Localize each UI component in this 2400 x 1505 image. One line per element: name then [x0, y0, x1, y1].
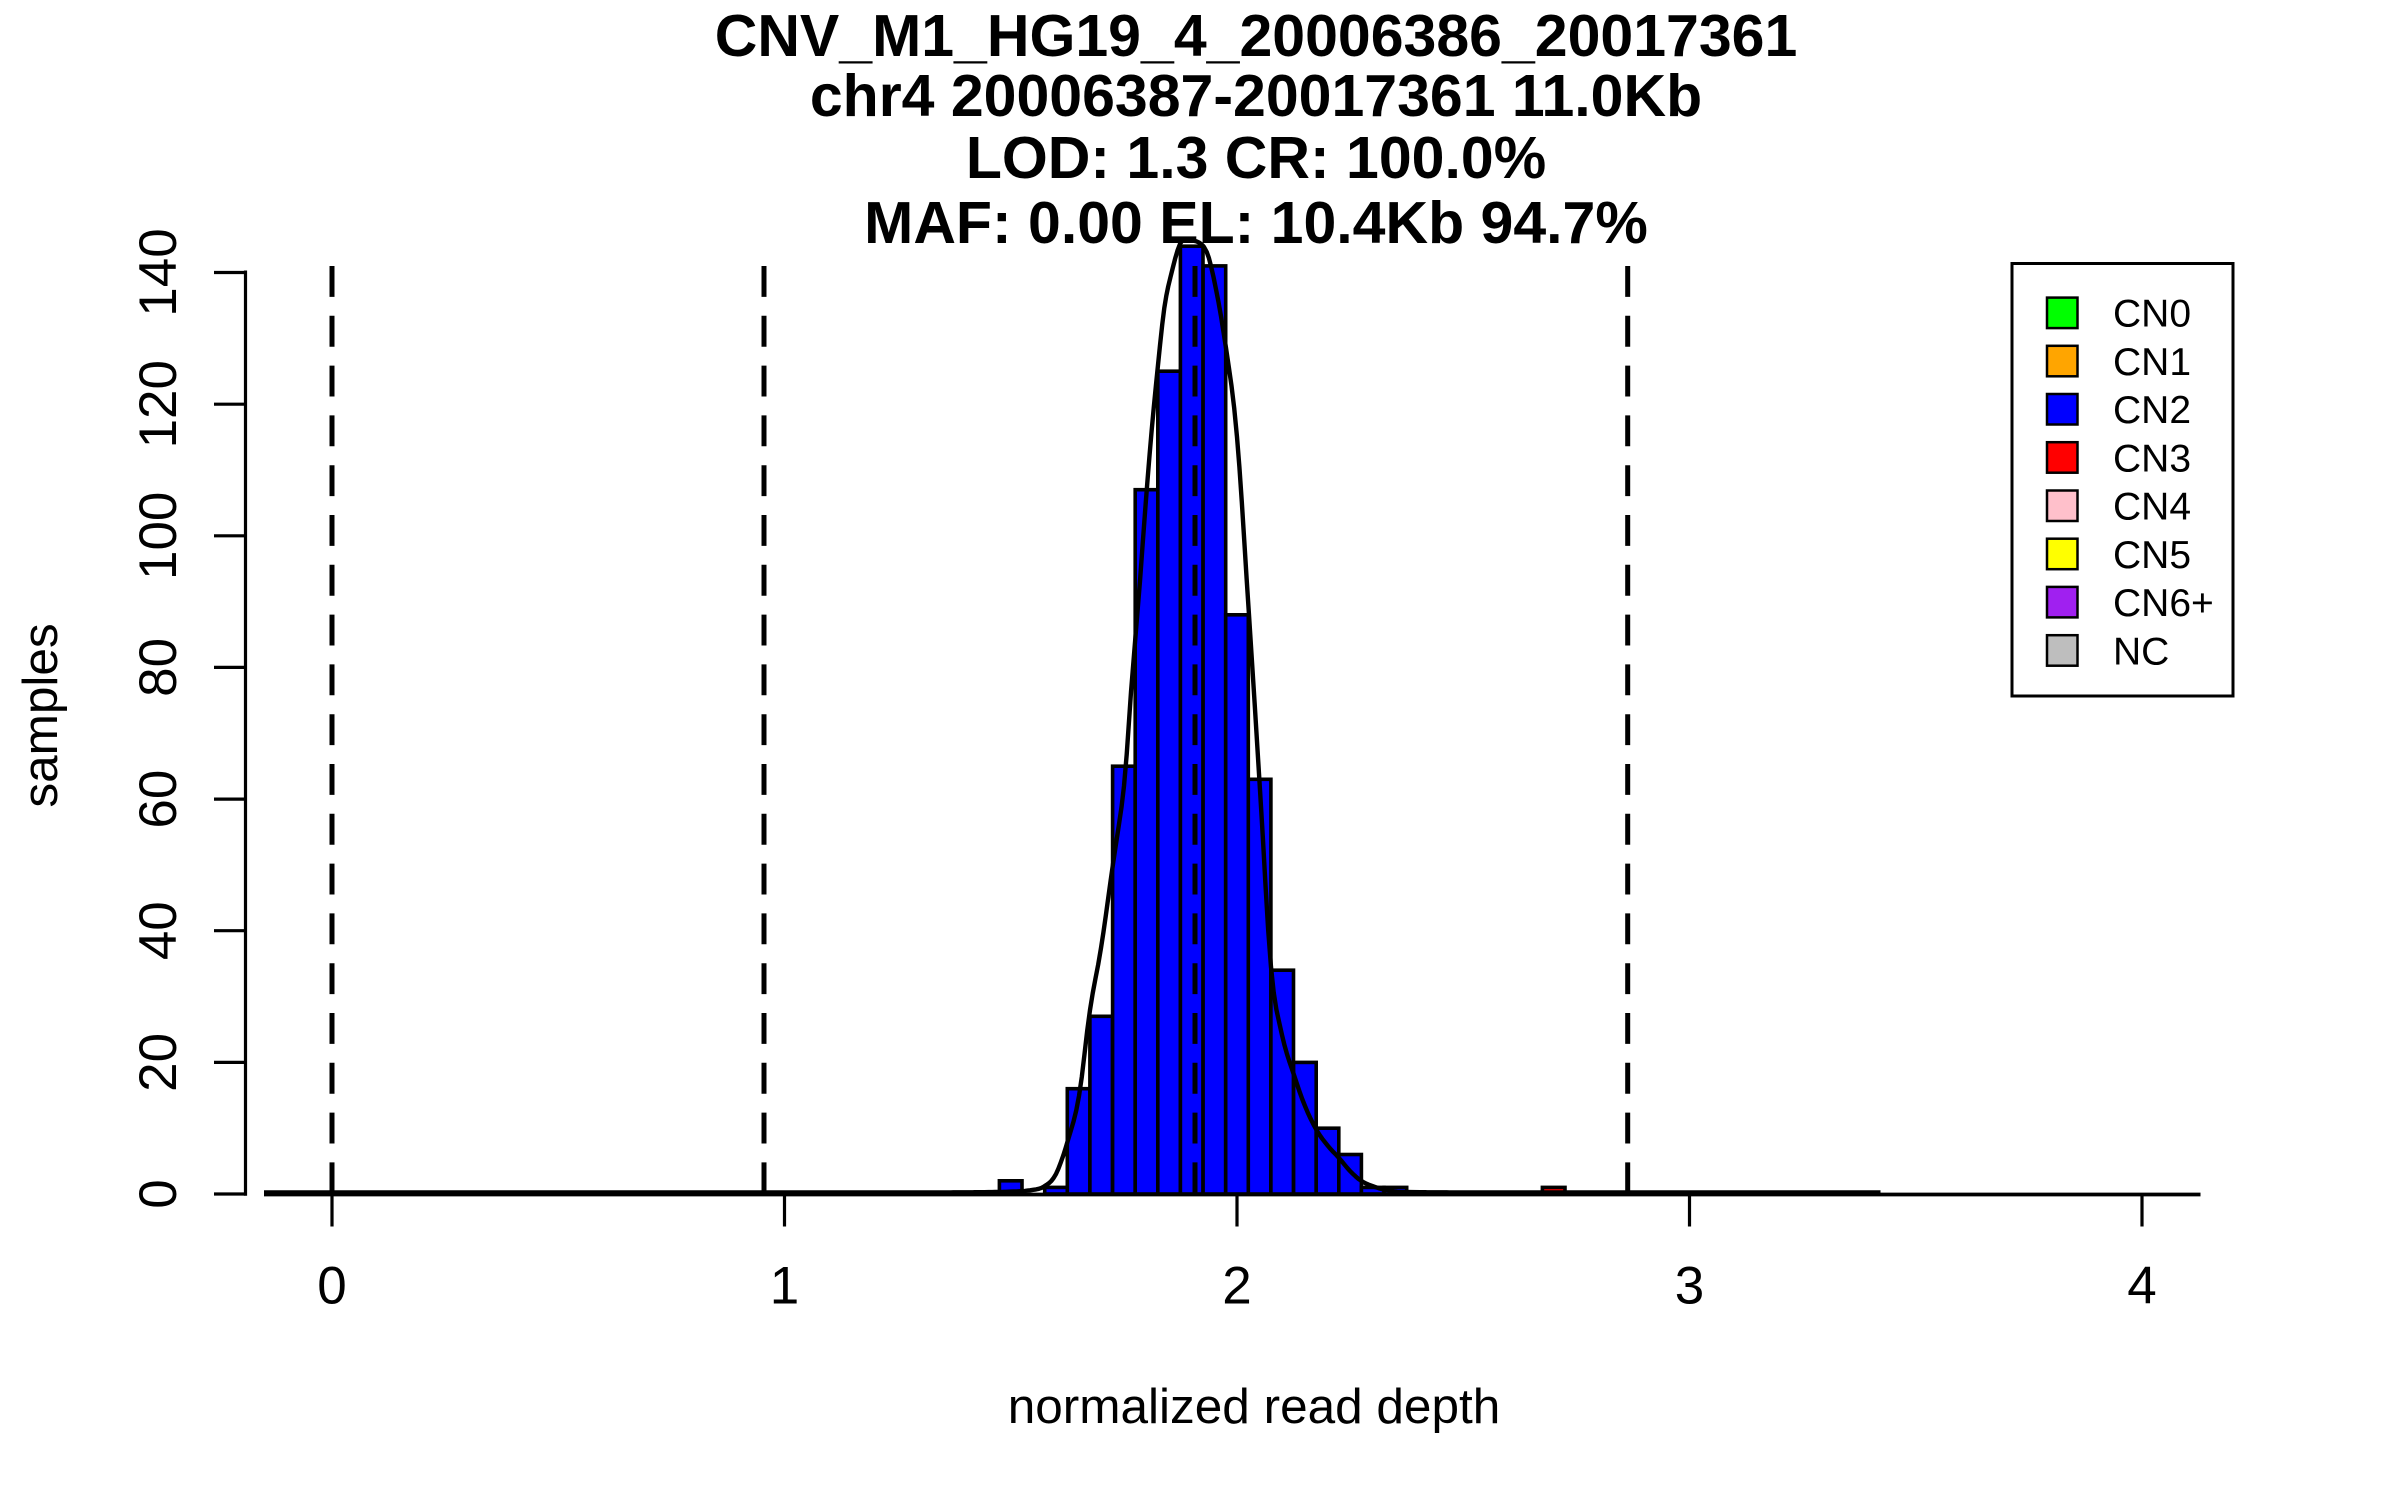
svg-text:140: 140 — [129, 228, 188, 316]
svg-text:40: 40 — [129, 901, 188, 960]
svg-text:CNV_M1_HG19_4_20006386_2001736: CNV_M1_HG19_4_20006386_20017361 — [715, 3, 1798, 69]
svg-text:120: 120 — [129, 360, 188, 448]
svg-text:samples: samples — [13, 623, 68, 807]
svg-text:CN1: CN1 — [2113, 341, 2191, 384]
svg-text:4: 4 — [2127, 1257, 2156, 1316]
svg-text:60: 60 — [129, 770, 188, 829]
svg-text:20: 20 — [129, 1033, 188, 1092]
svg-text:0: 0 — [129, 1179, 188, 1208]
svg-text:normalized read depth: normalized read depth — [1008, 1379, 1501, 1434]
svg-text:0: 0 — [317, 1257, 346, 1316]
svg-text:NC: NC — [2113, 630, 2169, 673]
svg-text:CN6+: CN6+ — [2113, 582, 2214, 625]
svg-text:CN5: CN5 — [2113, 534, 2191, 577]
svg-text:CN0: CN0 — [2113, 293, 2191, 336]
svg-text:80: 80 — [129, 638, 188, 697]
svg-text:CN2: CN2 — [2113, 389, 2191, 432]
svg-text:3: 3 — [1675, 1257, 1704, 1316]
svg-text:CN3: CN3 — [2113, 437, 2191, 480]
svg-text:2: 2 — [1222, 1257, 1251, 1316]
svg-text:1: 1 — [770, 1257, 799, 1316]
svg-text:LOD: 1.3 CR: 100.0%: LOD: 1.3 CR: 100.0% — [966, 125, 1546, 191]
svg-text:100: 100 — [129, 492, 188, 580]
svg-text:chr4 20006387-20017361 11.0Kb: chr4 20006387-20017361 11.0Kb — [810, 63, 1702, 129]
svg-text:MAF: 0.00 EL: 10.4Kb 94.7%: MAF: 0.00 EL: 10.4Kb 94.7% — [864, 190, 1648, 256]
svg-text:CN4: CN4 — [2113, 486, 2191, 529]
